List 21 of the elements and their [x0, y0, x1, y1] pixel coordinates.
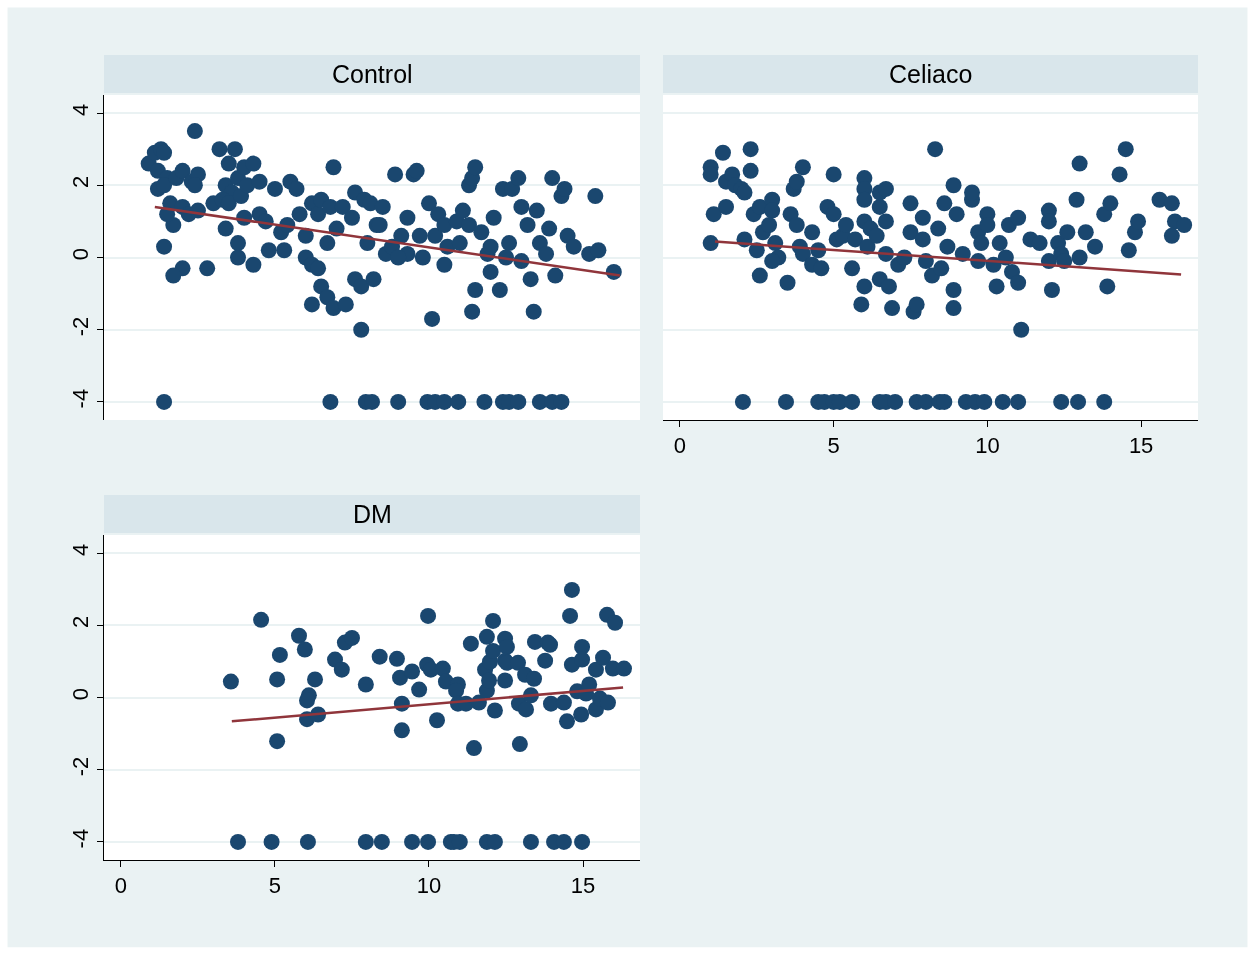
y-tick-label: 2 — [68, 615, 94, 629]
x-tick-label: 15 — [570, 873, 596, 899]
x-tick-label: 15 — [1128, 433, 1154, 459]
x-tick-label: 5 — [268, 873, 282, 899]
x-tick-label: 5 — [827, 433, 840, 459]
y-tick-label: 2 — [68, 175, 94, 189]
chart-title: DM — [353, 500, 392, 528]
y-tick-label: 4 — [68, 543, 94, 556]
y-tick-label: -2 — [68, 316, 94, 337]
y-tick-label: 4 — [68, 103, 94, 116]
y-tick-label: -4 — [68, 388, 94, 409]
y-tick-label: 0 — [68, 248, 94, 261]
x-tick-label: 0 — [673, 433, 687, 459]
y-tick-label: -4 — [68, 828, 94, 849]
chart-title: Celiaco — [889, 60, 973, 88]
y-tick-label: -2 — [68, 756, 94, 777]
x-tick-label: 0 — [114, 873, 128, 899]
x-tick-label: 10 — [975, 433, 1000, 459]
chart-title: Control — [332, 60, 413, 88]
y-tick-label: 0 — [68, 688, 94, 701]
x-tick-label: 10 — [416, 873, 442, 899]
